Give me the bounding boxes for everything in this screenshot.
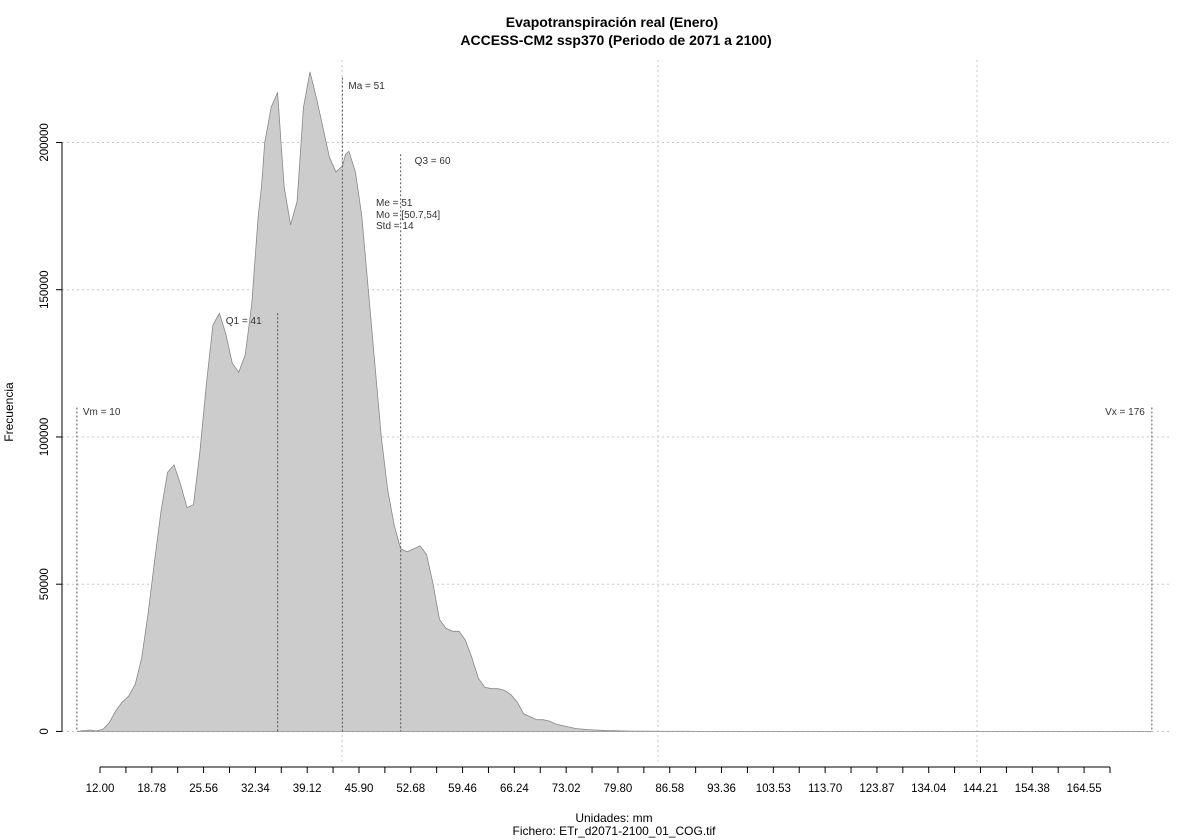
density-fill	[76, 71, 1152, 732]
y-tick-label-0: 0	[39, 728, 51, 734]
y-tick-label-2: 100000	[39, 418, 51, 456]
y-tick-label-1: 50000	[39, 568, 51, 600]
x-tick-label-14: 113.70	[808, 783, 842, 795]
x-tick-label-1: 18.78	[137, 783, 166, 795]
x-tick-label-12: 93.36	[707, 783, 736, 795]
x-tick-label-18: 154.38	[1015, 783, 1050, 795]
y-tick-label-4: 200000	[39, 123, 51, 161]
y-tick-label-3: 150000	[39, 271, 51, 309]
x-tick-label-8: 66.24	[500, 783, 529, 795]
x-tick-label-7: 59.46	[448, 783, 477, 795]
x-tick-label-10: 79.80	[604, 783, 633, 795]
stat-markers: Vm = 10 Vx = 176 Q1 = 41 Q3 = 60 Ma = 51 Me =…	[76, 77, 1153, 732]
chart-subtitle: ACCESS-CM2 ssp370 (Periodo de 2071 a 210…	[460, 32, 771, 48]
x-tick-label-3: 32.34	[241, 783, 270, 795]
density-area	[76, 71, 1152, 732]
file-label: Fichero: ETr_d2071-2100_01_COG.tif	[513, 824, 717, 838]
x-tick-label-19: 164.55	[1067, 783, 1102, 795]
std-label: Std = 14	[376, 221, 414, 232]
ma-label: Ma = 51	[348, 81, 385, 92]
chart-title: Evapotranspiración real (Enero)	[506, 14, 718, 30]
vx-label: Vx = 176	[1105, 407, 1145, 418]
vm-label: Vm = 10	[83, 407, 121, 418]
x-tick-label-6: 52.68	[396, 783, 425, 795]
x-axis-label: Unidades: mm	[575, 811, 652, 825]
x-tick-label-15: 123.87	[859, 783, 894, 795]
me-label: Me = 51	[376, 198, 413, 209]
x-tick-label-16: 134.04	[911, 783, 947, 795]
x-tick-label-0: 12.00	[86, 783, 115, 795]
y-axis-label: Frecuencia	[2, 382, 16, 442]
q3-label: Q3 = 60	[415, 156, 451, 167]
axes: 0 50000 100000 150000 200000 12.00 18.78 25.56 3…	[39, 123, 1111, 795]
x-tick-label-9: 73.02	[552, 783, 581, 795]
q1-label: Q1 = 41	[226, 316, 262, 327]
x-tick-label-13: 103.53	[756, 783, 791, 795]
x-tick-label-5: 45.90	[345, 783, 374, 795]
x-tick-label-17: 144.21	[963, 783, 998, 795]
x-tick-label-2: 25.56	[189, 783, 218, 795]
x-tick-label-4: 39.12	[293, 783, 322, 795]
mo-label: Mo = [50.7,54]	[376, 210, 440, 221]
x-tick-label-11: 86.58	[655, 783, 684, 795]
